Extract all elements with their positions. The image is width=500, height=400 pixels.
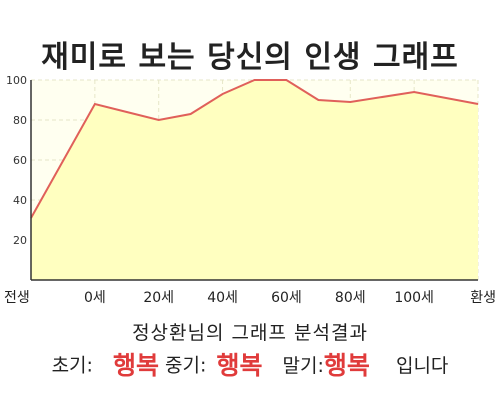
x-tick-label: 80세 bbox=[335, 290, 366, 306]
late-value: 행복 bbox=[323, 351, 370, 380]
x-tick-label: 100세 bbox=[394, 290, 434, 306]
ending-text: 입니다 bbox=[395, 354, 449, 377]
early-label: 초기: bbox=[51, 354, 93, 377]
y-tick-labels: 20 40 60 80 100 bbox=[6, 74, 27, 247]
y-tick-label: 100 bbox=[6, 74, 27, 87]
y-tick-label: 20 bbox=[13, 234, 27, 247]
analysis-summary: 초기: 행복 중기: 행복 말기:행복 입니다 bbox=[0, 346, 500, 382]
life-area-fill bbox=[31, 80, 478, 280]
x-tick-label: 0세 bbox=[84, 290, 106, 306]
y-tick-label: 60 bbox=[13, 154, 27, 167]
x-tick-labels: 전생 0세 20세 40세 60세 80세 100세 환생 bbox=[4, 290, 496, 306]
mid-label: 중기: bbox=[165, 354, 207, 377]
x-tick-label: 40세 bbox=[207, 290, 238, 306]
x-tick-label: 20세 bbox=[143, 290, 174, 306]
y-tick-label: 80 bbox=[13, 114, 27, 127]
life-line bbox=[30, 79, 479, 219]
x-tick-label: 60세 bbox=[271, 290, 302, 306]
chart-title: 재미로 보는 당신의 인생 그래프 bbox=[41, 40, 459, 75]
x-tick-label: 환생 bbox=[470, 290, 496, 306]
x-tick-label: 전생 bbox=[4, 290, 30, 306]
mid-value: 행복 bbox=[216, 351, 263, 380]
early-value: 행복 bbox=[112, 351, 159, 380]
y-tick-label: 40 bbox=[13, 194, 27, 207]
late-label: 말기: bbox=[282, 354, 324, 377]
life-graph-chart: 20 40 60 80 100 전생 0세 20세 40세 60세 80세 100세 환생 bbox=[4, 74, 496, 306]
analysis-subtitle: 정상환님의 그래프 분석결과 bbox=[132, 322, 368, 344]
